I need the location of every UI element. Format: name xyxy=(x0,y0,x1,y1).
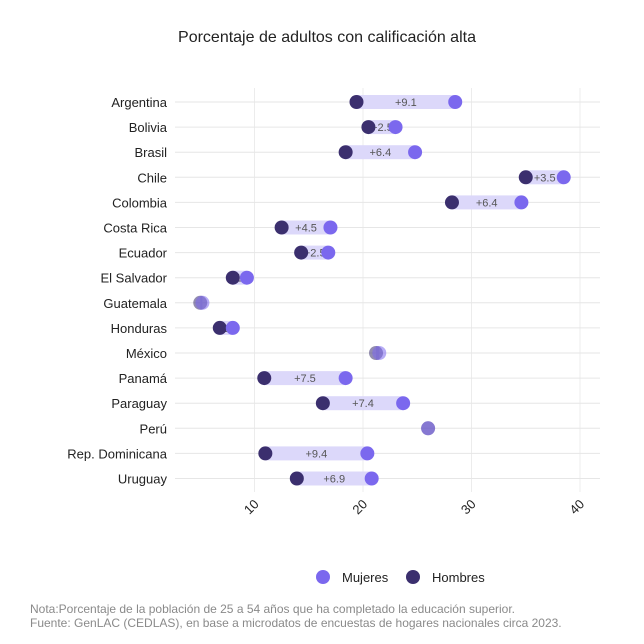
legend-marker xyxy=(316,570,330,584)
x-tick-label: 40 xyxy=(566,496,587,517)
category-label: Honduras xyxy=(111,321,168,336)
legend-label: Hombres xyxy=(432,570,485,585)
point-mujeres xyxy=(448,95,463,109)
category-label: Paraguay xyxy=(111,396,167,411)
legend-marker xyxy=(406,570,420,584)
category-label: México xyxy=(126,346,167,361)
point-hombres xyxy=(315,396,330,411)
point-mujeres xyxy=(556,170,571,185)
gap-bar xyxy=(368,120,396,135)
category-label: Perú xyxy=(140,421,167,436)
gap-label: +6.4 xyxy=(370,147,392,159)
gap-bar xyxy=(265,446,368,461)
point-hombres xyxy=(289,471,304,486)
category-label: El Salvador xyxy=(101,271,168,286)
category-label: Argentina xyxy=(111,95,167,110)
gap-bar xyxy=(356,95,456,109)
point-hombres xyxy=(274,220,289,235)
gap-bar xyxy=(525,170,564,185)
chart-title: Porcentaje de adultos con calificación a… xyxy=(178,29,476,46)
point-hombres xyxy=(212,320,227,335)
gap-label: +3.5 xyxy=(534,172,556,184)
point-mujeres xyxy=(225,320,240,335)
gap-bar xyxy=(296,471,372,486)
point-mujeres xyxy=(514,195,529,210)
point-hombres xyxy=(294,245,309,260)
category-label: Panamá xyxy=(119,371,168,386)
point-hombres xyxy=(257,371,272,386)
gap-label: +6.9 xyxy=(323,474,345,486)
chart-note: Nota:Porcentaje de la población de 25 a … xyxy=(30,602,516,616)
point-mujeres xyxy=(360,446,375,461)
x-axis: 10 20 30 40 xyxy=(241,496,587,517)
gap-label: +4.5 xyxy=(295,223,317,235)
gap-label: +2.5 xyxy=(371,122,393,134)
x-tick-label: 30 xyxy=(458,496,479,517)
point-hombres xyxy=(349,95,364,109)
point-mujeres xyxy=(195,295,210,310)
category-label: Colombia xyxy=(112,195,168,210)
gap-label: +6.4 xyxy=(476,197,498,209)
point-hombres xyxy=(444,195,459,210)
point-mujeres xyxy=(321,245,336,260)
point-mujeres xyxy=(408,145,423,160)
gap-bar xyxy=(345,145,416,160)
gap-label: +2.5 xyxy=(304,248,326,260)
chart-rows: Argentina +9.1 Bolivia +2.5 Brasil +6.4 Chile +… xyxy=(67,95,571,487)
point-hombres xyxy=(518,170,533,185)
category-label: Brasil xyxy=(134,145,167,160)
point-mujeres xyxy=(239,270,254,285)
gap-label: +7.5 xyxy=(294,373,316,385)
gap-bar xyxy=(301,245,329,260)
category-label: Ecuador xyxy=(119,246,168,261)
point-mujeres xyxy=(323,220,338,235)
point-hombres xyxy=(225,270,240,285)
point-hombres xyxy=(338,145,353,160)
point-mujeres xyxy=(421,421,436,436)
gap-bar xyxy=(451,195,522,210)
gap-label: +7.4 xyxy=(352,398,374,410)
gap-bar xyxy=(281,220,331,235)
x-tick-label: 20 xyxy=(349,496,370,517)
category-label: Chile xyxy=(137,170,167,185)
gap-bar xyxy=(322,396,404,411)
category-label: Uruguay xyxy=(118,472,168,487)
x-tick-label: 10 xyxy=(241,496,262,517)
gap-label: +9.1 xyxy=(395,97,417,109)
point-mujeres xyxy=(364,471,379,486)
point-mujeres xyxy=(372,346,387,360)
point-hombres xyxy=(258,446,273,461)
point-mujeres xyxy=(338,371,353,386)
legend: Mujeres Hombres xyxy=(316,570,485,585)
gap-bar xyxy=(264,371,346,386)
category-label: Rep. Dominicana xyxy=(67,446,167,461)
category-label: Bolivia xyxy=(129,120,168,135)
point-hombres xyxy=(361,120,376,135)
gap-label: +9.4 xyxy=(305,448,327,460)
legend-label: Mujeres xyxy=(342,570,389,585)
chart-source: Fuente: GenLAC (CEDLAS), en base a micro… xyxy=(30,616,562,630)
point-mujeres xyxy=(388,120,403,135)
category-label: Costa Rica xyxy=(103,221,167,236)
category-label: Guatemala xyxy=(103,296,167,311)
point-mujeres xyxy=(396,396,411,411)
